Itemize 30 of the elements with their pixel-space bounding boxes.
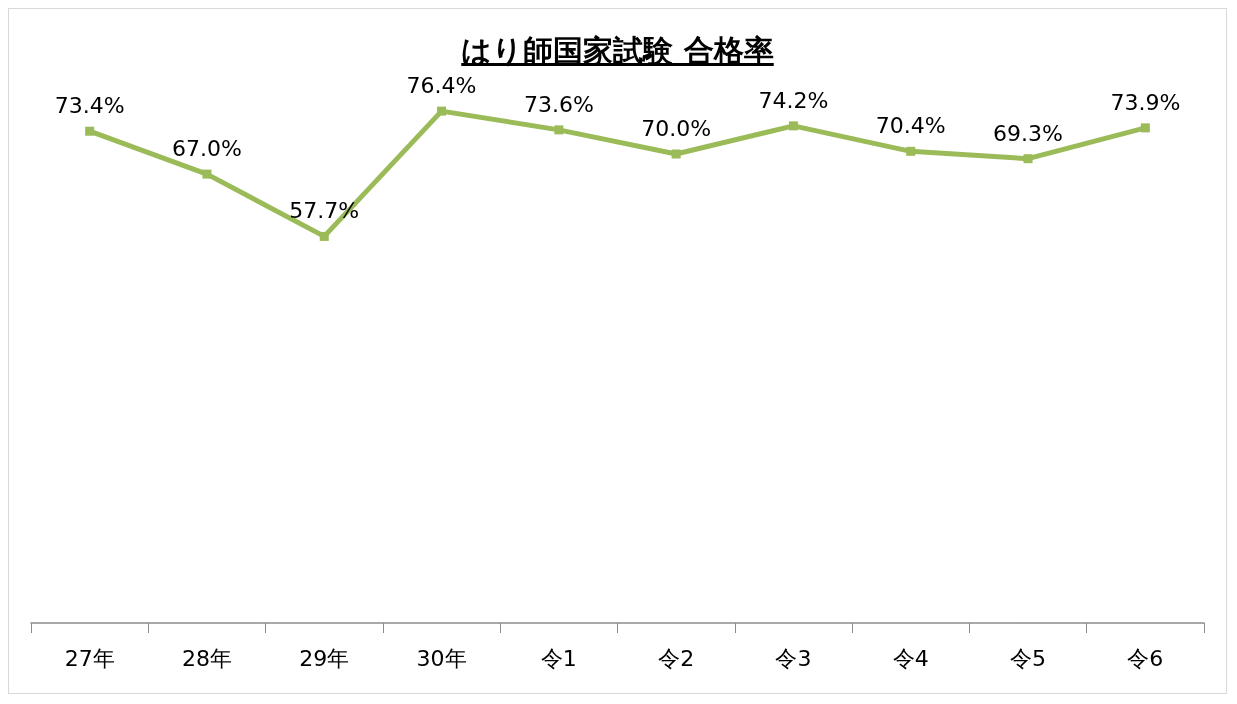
data-label: 70.0% bbox=[641, 116, 712, 141]
point bbox=[319, 231, 329, 241]
x-tick-label: 令2 bbox=[658, 645, 695, 671]
data-label: 73.9% bbox=[1110, 89, 1181, 115]
x-tick-label: 28年 bbox=[181, 645, 232, 671]
chart-title: はり師国家試験 合格率 bbox=[461, 33, 774, 68]
point bbox=[788, 121, 798, 131]
point bbox=[671, 149, 681, 159]
point bbox=[1140, 123, 1150, 133]
data-label: 69.3% bbox=[993, 120, 1063, 146]
x-tick-label: 令6 bbox=[1127, 645, 1164, 671]
point bbox=[906, 146, 916, 156]
data-label: 74.2% bbox=[758, 87, 829, 113]
data-label: 76.4% bbox=[406, 73, 477, 99]
x-tick-label: 29年 bbox=[299, 645, 350, 671]
point bbox=[437, 106, 447, 116]
x-tick-label: 27年 bbox=[64, 645, 115, 671]
point bbox=[202, 169, 212, 179]
data-label: 73.6% bbox=[523, 91, 594, 117]
point bbox=[554, 125, 564, 135]
point bbox=[85, 126, 95, 136]
x-tick-label: 令3 bbox=[775, 645, 812, 671]
point bbox=[1023, 154, 1033, 164]
x-tick-label: 令4 bbox=[892, 645, 929, 671]
data-label: 67.0% bbox=[172, 136, 242, 162]
data-label: 70.4% bbox=[875, 113, 946, 139]
x-tick-label: 令5 bbox=[1010, 645, 1047, 671]
x-tick-label: 30年 bbox=[416, 645, 467, 671]
x-tick-label: 令1 bbox=[540, 645, 577, 671]
data-label: 73.4% bbox=[54, 93, 125, 119]
